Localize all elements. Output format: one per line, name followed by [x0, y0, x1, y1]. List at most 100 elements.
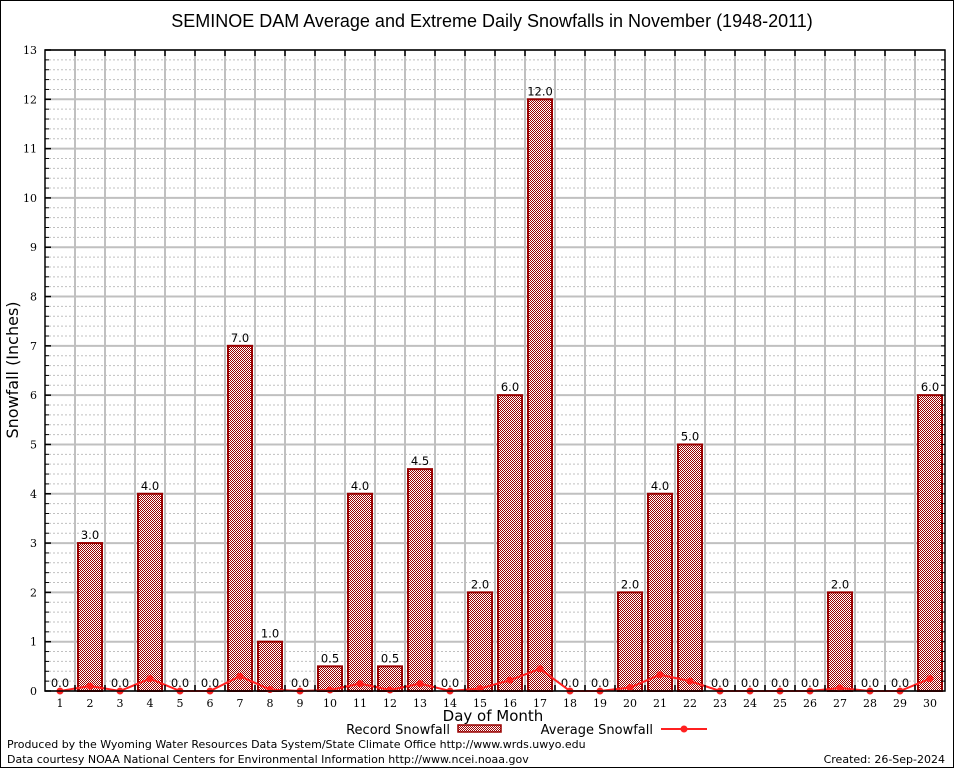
record-bar — [467, 591, 493, 693]
y-tick-label: 11 — [23, 143, 37, 156]
bar-value-label: 2.0 — [621, 577, 639, 591]
bar-value-label: 12.0 — [527, 84, 553, 98]
x-tick-label: 30 — [923, 697, 937, 710]
average-point — [836, 684, 844, 692]
bars — [77, 98, 943, 693]
x-tick-label: 8 — [267, 697, 274, 710]
x-tick-label: 12 — [383, 697, 397, 710]
x-tick-label: 22 — [683, 697, 697, 710]
x-tick-label: 10 — [323, 697, 337, 710]
x-tick-label: 4 — [147, 697, 154, 710]
x-tick-label: 3 — [117, 697, 124, 710]
average-point — [926, 675, 934, 683]
x-tick-label: 25 — [773, 697, 787, 710]
bar-value-label: 0.0 — [171, 676, 189, 690]
record-bar — [137, 492, 163, 692]
average-point — [656, 671, 664, 679]
x-tick-label: 7 — [237, 697, 244, 710]
y-tick-label: 10 — [23, 192, 37, 205]
record-bar — [647, 492, 673, 692]
bar-value-label: 5.0 — [681, 429, 699, 443]
bar-value-label: 0.0 — [291, 676, 309, 690]
bar-value-label: 0.0 — [441, 676, 459, 690]
bar-value-label: 3.0 — [81, 528, 99, 542]
bar-value-label: 1.0 — [261, 627, 279, 641]
y-tick-label: 0 — [30, 685, 37, 698]
average-point — [146, 675, 154, 683]
record-bar — [317, 665, 343, 692]
average-point — [506, 676, 514, 684]
x-tick-label: 1 — [57, 697, 64, 710]
footer-created: Created: 26-Sep-2024 — [824, 753, 945, 766]
bar-value-label: 2.0 — [471, 577, 489, 591]
x-tick-label: 16 — [503, 697, 517, 710]
record-bar — [77, 542, 103, 692]
y-tick-label: 12 — [23, 93, 37, 106]
x-tick-label: 2 — [87, 697, 94, 710]
x-tick-label: 23 — [713, 697, 727, 710]
bar-value-label: 4.0 — [141, 479, 159, 493]
bar-value-label: 0.0 — [111, 676, 129, 690]
y-axis-label: Snowfall (Inches) — [3, 301, 22, 438]
average-point — [326, 686, 334, 694]
record-bar — [227, 344, 253, 692]
x-tick-label: 9 — [297, 697, 304, 710]
x-tick-label: 20 — [623, 697, 637, 710]
record-bar — [917, 394, 943, 692]
bar-value-label: 0.5 — [321, 651, 339, 665]
bar-value-label: 6.0 — [921, 380, 939, 394]
record-bar — [827, 591, 853, 693]
y-tick-label: 13 — [23, 44, 37, 57]
bar-value-label: 0.0 — [891, 676, 909, 690]
y-tick-label: 5 — [30, 438, 37, 451]
legend-average-marker — [680, 725, 688, 733]
bar-value-label: 6.0 — [501, 380, 519, 394]
bar-value-label: 4.5 — [411, 454, 429, 468]
x-tick-label: 18 — [563, 697, 577, 710]
x-axis-label: Day of Month — [443, 707, 544, 725]
x-tick-label: 28 — [863, 697, 877, 710]
bar-value-label: 0.0 — [801, 676, 819, 690]
x-tick-label: 17 — [533, 697, 547, 710]
grid — [45, 49, 945, 692]
chart-title: SEMINOE DAM Average and Extreme Daily Sn… — [171, 11, 813, 31]
average-point — [236, 672, 244, 680]
y-tick-label: 1 — [30, 636, 37, 649]
bar-value-label: 0.5 — [381, 651, 399, 665]
x-tick-label: 26 — [803, 697, 817, 710]
x-tick-label: 27 — [833, 697, 847, 710]
legend-record-label: Record Snowfall — [346, 723, 450, 738]
x-tick-label: 15 — [473, 697, 487, 710]
x-tick-label: 29 — [893, 697, 907, 710]
x-tick-label: 6 — [207, 697, 214, 710]
bar-labels: 0.0 3.0 0.0 4.0 0.0 0.0 7.0 1.0 0.0 0.5 4.0 0.5 4.5 0… — [51, 84, 939, 690]
y-tick-label: 7 — [30, 340, 37, 353]
average-point — [416, 680, 424, 688]
x-tick-label: 11 — [353, 697, 367, 710]
average-point — [386, 686, 394, 694]
legend-record-swatch — [457, 724, 502, 733]
legend-average-label: Average Snowfall — [541, 723, 653, 738]
bar-value-label: 2.0 — [831, 577, 849, 591]
bar-value-label: 0.0 — [771, 676, 789, 690]
bar-value-label: 4.0 — [351, 479, 369, 493]
record-bar — [527, 98, 553, 693]
record-bar — [617, 591, 643, 693]
record-bar — [497, 394, 523, 692]
footer-produced-by: Produced by the Wyoming Water Resources … — [7, 738, 586, 751]
legend: Record Snowfall Average Snowfall — [346, 723, 707, 738]
record-bar — [347, 492, 373, 692]
average-point — [536, 665, 544, 673]
x-axis-ticks: 1 2 3 4 5 6 7 8 9 10 11 12 13 14 15 16 17 18 19 20 21 22 23 24 2… — [57, 50, 937, 710]
bar-value-label: 0.0 — [741, 676, 759, 690]
record-bar — [257, 640, 283, 693]
x-tick-label: 13 — [413, 697, 427, 710]
x-tick-label: 19 — [593, 697, 607, 710]
average-point — [86, 682, 94, 690]
bar-value-label: 0.0 — [711, 676, 729, 690]
y-tick-label: 2 — [30, 586, 37, 599]
bar-value-label: 4.0 — [651, 479, 669, 493]
average-point — [626, 684, 634, 692]
record-bar — [677, 443, 703, 693]
